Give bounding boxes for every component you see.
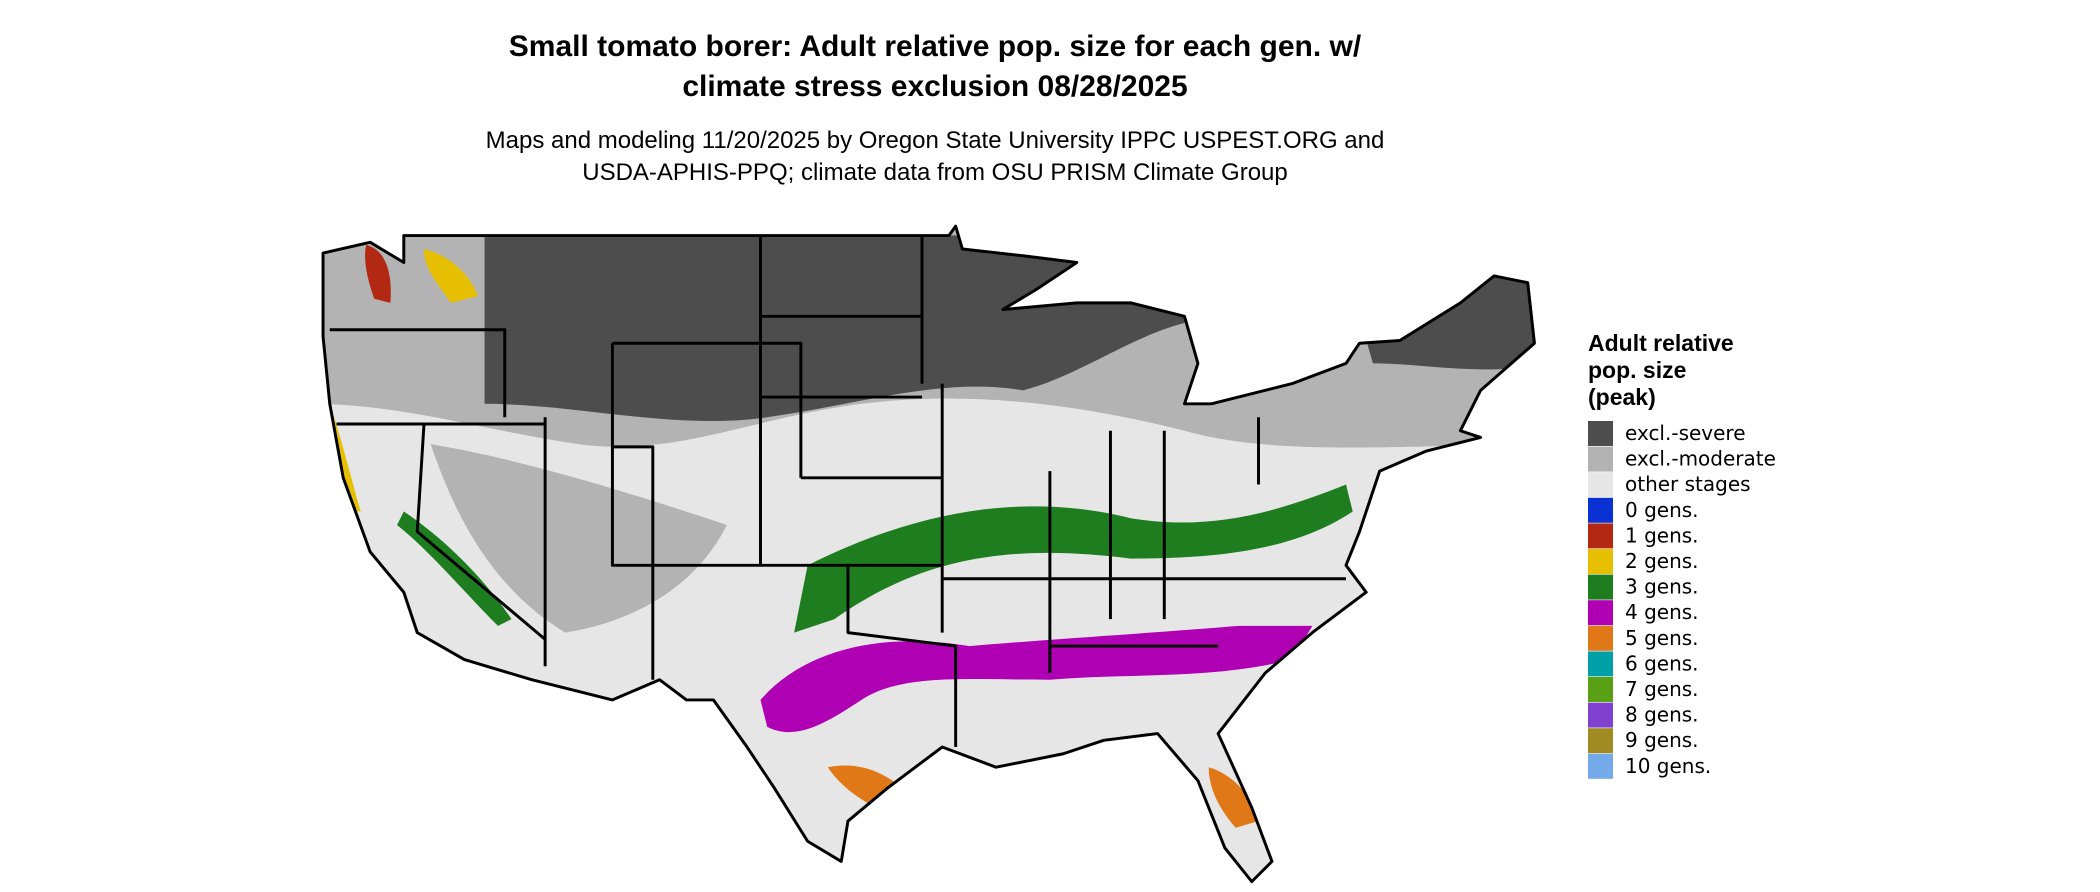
- state-borders: [329, 235, 1346, 748]
- legend-title: Adult relative: [1588, 330, 1734, 356]
- legend-swatch: [1588, 421, 1613, 446]
- region-2gens: [423, 249, 478, 303]
- legend-swatch: [1588, 574, 1613, 600]
- legend-swatch: [1588, 523, 1613, 549]
- legend-label: 1 gens.: [1625, 523, 1699, 547]
- legend-swatch: [1588, 753, 1613, 779]
- legend-swatch: [1588, 497, 1613, 523]
- legend-swatch: [1588, 446, 1613, 472]
- legend-swatch: [1588, 600, 1613, 626]
- legend-label: 8 gens.: [1625, 703, 1699, 727]
- subtitle: USDA-APHIS-PPQ; climate data from OSU PR…: [582, 159, 1288, 186]
- legend-label: 3 gens.: [1625, 575, 1699, 599]
- title: Small tomato borer: Adult relative pop. …: [509, 30, 1362, 63]
- legend-label: 0 gens.: [1625, 498, 1699, 522]
- legend-swatch: [1588, 702, 1613, 728]
- legend-label: 10 gens.: [1625, 754, 1711, 778]
- legend-swatch: [1588, 677, 1613, 702]
- legend-swatch: [1588, 472, 1613, 498]
- legend-swatch: [1588, 625, 1613, 651]
- legend-swatch: [1588, 651, 1613, 677]
- legend-title: (peak): [1588, 384, 1656, 410]
- legend-label: 9 gens.: [1625, 728, 1699, 752]
- legend-label: other stages: [1625, 472, 1751, 496]
- legend-label: excl.-moderate: [1625, 447, 1776, 471]
- region-5gens: [1208, 767, 1259, 828]
- region-3gens: [794, 484, 1353, 633]
- legend-swatch: [1588, 549, 1613, 574]
- us-outline: [321, 224, 1536, 884]
- legend-label: 2 gens.: [1625, 549, 1699, 573]
- region-1gens: [365, 244, 391, 303]
- region-severe: [484, 235, 1185, 422]
- region-4gens: [760, 625, 1313, 733]
- region-severe: [1345, 269, 1535, 370]
- legend-label: excl.-severe: [1625, 421, 1746, 445]
- legend-label: 4 gens.: [1625, 600, 1699, 624]
- legend-label: 5 gens.: [1625, 626, 1699, 650]
- title: climate stress exclusion 08/28/2025: [682, 70, 1187, 103]
- us-map: [321, 224, 1536, 884]
- legend-swatch: [1588, 728, 1613, 754]
- subtitle: Maps and modeling 11/20/2025 by Oregon S…: [486, 127, 1385, 154]
- legend-label: 7 gens.: [1625, 677, 1699, 701]
- legend-label: 6 gens.: [1625, 651, 1699, 675]
- legend-title: pop. size: [1588, 357, 1686, 383]
